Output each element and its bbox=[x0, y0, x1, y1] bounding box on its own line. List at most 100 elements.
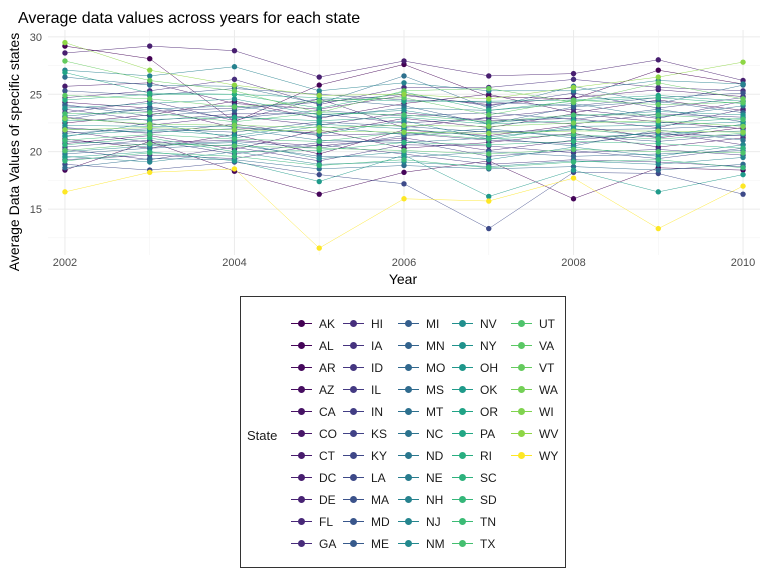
legend-key-point bbox=[405, 408, 412, 415]
data-point-wi bbox=[655, 128, 661, 134]
legend-label: UT bbox=[539, 317, 555, 331]
data-point-wy bbox=[740, 183, 746, 189]
legend-key bbox=[452, 357, 480, 379]
data-point-nh bbox=[740, 81, 746, 87]
data-point-va bbox=[316, 98, 322, 104]
data-point-wi bbox=[316, 128, 322, 134]
legend-key-point bbox=[459, 540, 466, 547]
legend-item: DE bbox=[291, 489, 337, 511]
legend-item: IN bbox=[343, 401, 390, 423]
legend-label: NJ bbox=[426, 515, 441, 529]
legend-key bbox=[511, 379, 539, 401]
legend-key bbox=[511, 401, 539, 423]
legend-key-point bbox=[405, 540, 412, 547]
legend-key-point bbox=[350, 386, 357, 393]
legend-label: IA bbox=[371, 339, 383, 353]
legend-key-point bbox=[350, 364, 357, 371]
legend-key-point bbox=[405, 452, 412, 459]
data-point-ct bbox=[62, 83, 68, 89]
data-point-tx bbox=[740, 116, 746, 123]
legend-key bbox=[398, 335, 426, 357]
data-point-wy bbox=[62, 189, 68, 195]
legend-key-point bbox=[298, 386, 305, 393]
legend-key bbox=[398, 357, 426, 379]
legend-key bbox=[398, 401, 426, 423]
data-point-ma bbox=[740, 90, 746, 96]
data-point-hi bbox=[231, 76, 238, 83]
data-point-ok bbox=[740, 171, 746, 178]
legend-label: MN bbox=[426, 339, 445, 353]
data-point-tx bbox=[62, 111, 68, 117]
data-point-nm bbox=[316, 155, 322, 162]
legend-item: CO bbox=[291, 423, 337, 445]
legend-item: WY bbox=[511, 445, 558, 467]
data-point-vt bbox=[486, 85, 492, 92]
legend-label: CA bbox=[319, 405, 336, 419]
legend-key-point bbox=[518, 386, 525, 393]
legend-item: NV bbox=[452, 313, 498, 335]
legend-label: AK bbox=[319, 317, 336, 331]
data-point-dc bbox=[570, 70, 577, 77]
legend-key bbox=[291, 533, 319, 555]
legend-key-point bbox=[405, 474, 412, 481]
legend-key-point bbox=[298, 452, 305, 459]
legend-key-point bbox=[350, 518, 357, 525]
legend-key-point bbox=[350, 452, 357, 459]
data-point-va bbox=[655, 101, 661, 108]
data-point-or bbox=[62, 69, 68, 76]
legend-item: MN bbox=[398, 335, 445, 357]
x-tick-label: 2010 bbox=[731, 257, 755, 269]
legend-key bbox=[452, 467, 480, 489]
data-point-nh bbox=[401, 80, 407, 86]
data-point-vt bbox=[655, 80, 661, 86]
legend-item: CA bbox=[291, 401, 337, 423]
legend-key bbox=[452, 313, 480, 335]
legend-key bbox=[452, 511, 480, 533]
data-point-sd bbox=[401, 157, 407, 163]
legend-key-point bbox=[518, 408, 525, 415]
legend-key bbox=[398, 423, 426, 445]
legend-label: CO bbox=[319, 427, 337, 441]
legend-key bbox=[291, 423, 319, 445]
legend-label: KS bbox=[371, 427, 388, 441]
legend-column: AK AL AR AZ CA CO CT DC DE FL GA bbox=[291, 313, 337, 555]
data-point-ak bbox=[655, 67, 661, 73]
legend-key bbox=[452, 379, 480, 401]
legend-label: FL bbox=[319, 515, 334, 529]
legend-item: MT bbox=[398, 401, 445, 423]
legend-item: ID bbox=[343, 357, 390, 379]
data-point-tx bbox=[486, 119, 492, 125]
data-point-wy bbox=[316, 245, 322, 251]
legend-label: HI bbox=[371, 317, 383, 331]
legend-item: VA bbox=[511, 335, 558, 357]
data-point-wi bbox=[231, 127, 238, 133]
data-point-wi bbox=[62, 127, 68, 133]
legend-key-point bbox=[405, 342, 412, 349]
legend-item: IL bbox=[343, 379, 390, 401]
legend-key bbox=[343, 335, 371, 357]
data-point-sc bbox=[62, 142, 68, 148]
legend-key-point bbox=[459, 408, 466, 415]
legend-label: LA bbox=[371, 471, 386, 485]
legend-item: OH bbox=[452, 357, 498, 379]
data-point-pa bbox=[231, 114, 238, 120]
data-point-wv bbox=[316, 92, 322, 99]
axis-tick-labels: 15 20 25 30 2002 2004 2006 2008 2010 bbox=[30, 32, 756, 269]
legend-label: TX bbox=[480, 537, 496, 551]
legend-item: FL bbox=[291, 511, 337, 533]
data-point-tx bbox=[570, 112, 577, 118]
data-point-ak bbox=[147, 55, 153, 62]
legend-key-point bbox=[405, 430, 412, 437]
legend-key-point bbox=[518, 320, 525, 327]
data-point-ms bbox=[655, 167, 661, 173]
legend-item: PA bbox=[452, 423, 498, 445]
data-point-wa bbox=[570, 120, 577, 126]
legend-item: ME bbox=[343, 533, 390, 555]
legend-key-point bbox=[298, 430, 305, 437]
legend-column: MI MN MO MS MT NC ND NE NH NJ NM bbox=[398, 313, 445, 555]
data-point-wv bbox=[740, 59, 746, 65]
legend-key bbox=[343, 533, 371, 555]
data-point-tx bbox=[655, 112, 661, 118]
legend: State AK AL AR AZ CA CO CT DC DE FL GA HI IA ID IL IN KS… bbox=[240, 296, 566, 568]
legend-key-point bbox=[459, 474, 466, 481]
